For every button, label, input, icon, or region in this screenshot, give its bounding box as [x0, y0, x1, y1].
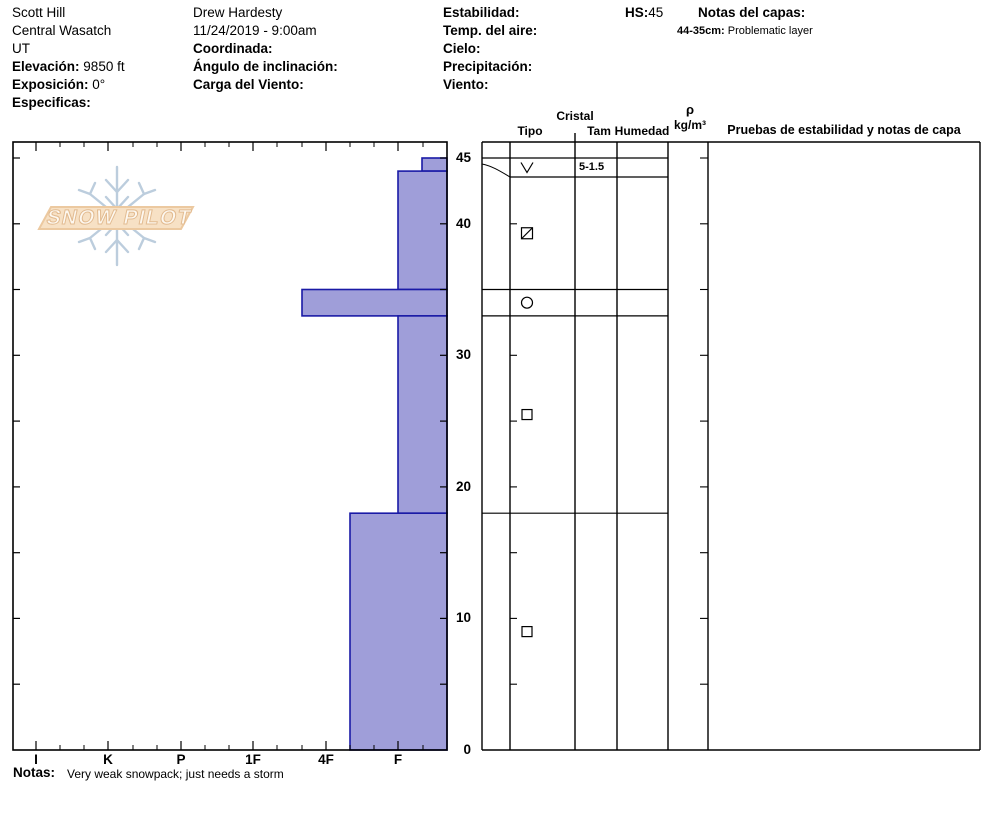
- hardness-bar-layer-2: [301, 288, 448, 317]
- aspect-value: 0°: [92, 77, 106, 92]
- specifics-label: Especificas:: [12, 95, 91, 110]
- hardness-bar-layer-3: [397, 315, 448, 514]
- snowflake-icon: [77, 181, 97, 196]
- hs-value: 45: [648, 5, 664, 20]
- hardness-label: 4F: [318, 752, 334, 767]
- hardness-label: P: [176, 752, 186, 767]
- cristal-column-header: Cristal: [556, 109, 594, 123]
- depth-label: 20: [455, 478, 471, 494]
- elevation-value: 9850 ft: [83, 59, 125, 74]
- tam-column-header: Tam: [587, 124, 611, 138]
- notes-text: Very weak snowpack; just needs a storm: [67, 767, 284, 781]
- elevation-label: Elevación:: [12, 59, 80, 74]
- aspect-label: Exposición:: [12, 77, 89, 92]
- snowflake-icon: [137, 236, 157, 251]
- depth-label: 30: [455, 347, 471, 363]
- grain-symbol-surface-hoar: [520, 162, 534, 174]
- density-units-header: kg/m³: [673, 118, 706, 132]
- hardness-label: K: [103, 752, 113, 767]
- hardness-label: 1F: [245, 752, 261, 767]
- hs-row: HS:45: [625, 5, 663, 21]
- snowflake-icon: [104, 238, 130, 254]
- pit-name: Scott Hill: [12, 5, 66, 20]
- grain-symbol-circle: [520, 296, 534, 309]
- coordinates-label: Coordinada:: [193, 41, 273, 56]
- snowflake-icon: [77, 236, 97, 251]
- notes-label: Notas:: [13, 765, 56, 780]
- grain-symbol-square-slash: [521, 227, 533, 240]
- hardness-label: I: [34, 752, 38, 767]
- aspect-row: Exposición: 0°: [12, 77, 105, 93]
- layer-leader-line: [481, 163, 511, 178]
- logo-text: SNOW PILOT: [45, 206, 195, 229]
- observer-name: Drew Hardesty: [193, 5, 283, 20]
- depth-label: 0: [463, 742, 471, 757]
- depth-label: 45: [455, 150, 471, 165]
- logo-banner: [37, 206, 195, 230]
- tipo-column-header: Tipo: [517, 124, 543, 138]
- observation-datetime: 11/24/2019 - 9:00am: [193, 23, 317, 38]
- layer-note-depth: 44-35cm:: [677, 25, 725, 37]
- air-temp-label: Temp. del aire:: [443, 23, 538, 38]
- humedad-column-header: Humedad: [614, 124, 670, 138]
- grain-symbol-square: [521, 625, 533, 638]
- snowflake-icon: [137, 181, 157, 196]
- grain-symbol-square-slash: [520, 227, 534, 240]
- hardness-bar-layer-1: [397, 170, 448, 291]
- snowflake-icon: [104, 178, 130, 194]
- stability-label: Estabilidad:: [443, 5, 520, 20]
- elevation-row: Elevación: 9850 ft: [12, 59, 125, 75]
- sky-label: Cielo:: [443, 41, 481, 56]
- stability-tests-column-header: Pruebas de estabilidad y notas de capa: [727, 123, 961, 137]
- hardness-label: F: [393, 752, 403, 767]
- grain-symbol-square: [521, 408, 533, 421]
- grain-size-value: 5-1.5: [579, 160, 605, 173]
- hs-label: HS:: [625, 5, 649, 20]
- wind-load-label: Carga del Viento:: [193, 77, 304, 92]
- depth-label: 40: [455, 215, 471, 231]
- slope-angle-label: Ángulo de inclinación:: [193, 59, 338, 74]
- density-column-header: ρ: [685, 102, 695, 117]
- layer-note-text: Problematic layer: [727, 25, 813, 37]
- precip-label: Precipitación:: [443, 59, 533, 74]
- chart-frame: [12, 141, 448, 751]
- wind-label: Viento:: [443, 77, 489, 92]
- depth-label: 10: [455, 610, 471, 626]
- layer-note-row: 44-35cm: Problematic layer: [677, 25, 813, 38]
- layer-notes-label: Notas del capas:: [698, 5, 806, 20]
- hardness-bar-layer-4: [349, 512, 448, 751]
- pit-range: Central Wasatch: [12, 23, 112, 38]
- pit-state: UT: [12, 41, 30, 56]
